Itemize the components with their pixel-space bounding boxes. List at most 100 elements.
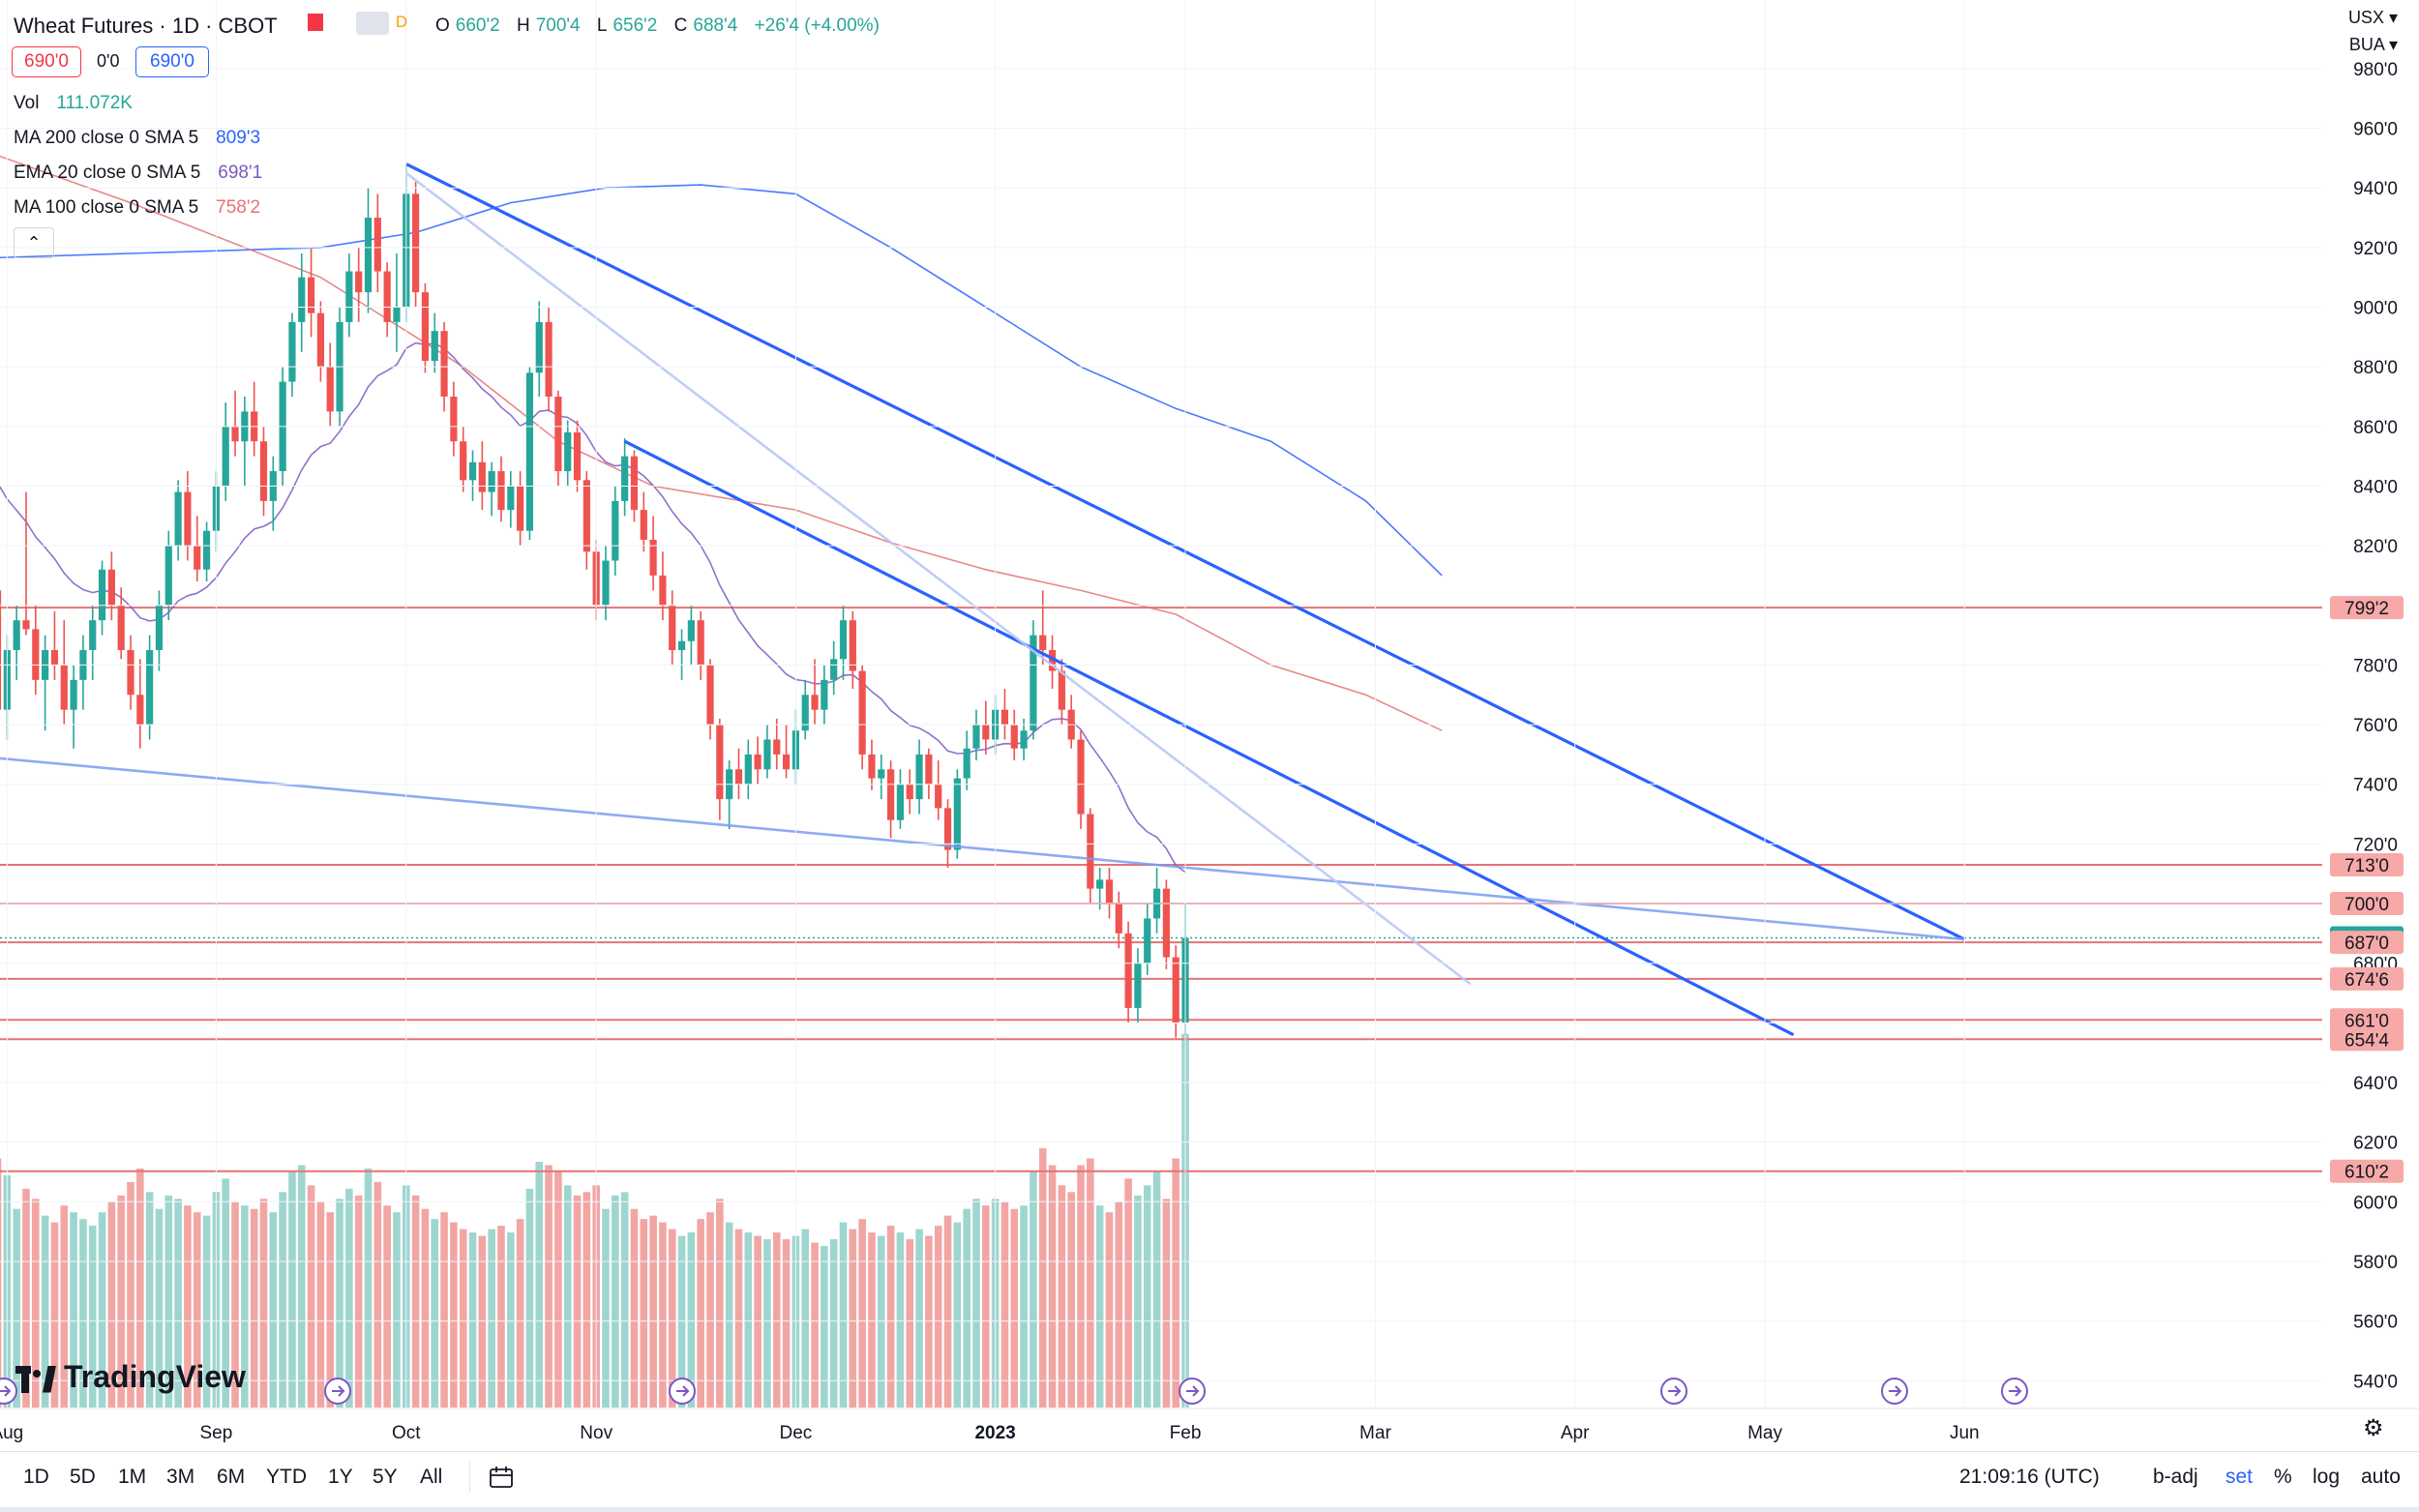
- unit-label[interactable]: BUA ▾: [2348, 35, 2398, 54]
- price-tag-bg: [2330, 931, 2404, 955]
- volume-bar: [744, 1232, 753, 1408]
- currency-label[interactable]: USX ▾: [2347, 8, 2398, 27]
- buy-button[interactable]: 690'0: [135, 46, 209, 77]
- price-tag-label: 799'2: [2344, 599, 2389, 619]
- ma-line-ma-200: [0, 184, 1443, 577]
- legend-ma100[interactable]: MA 100 close 0 SMA 5 758'2: [14, 197, 260, 219]
- volume-bar: [763, 1239, 771, 1408]
- bottom-strip: [0, 1507, 2419, 1512]
- event-icon: [1179, 1378, 1206, 1405]
- candle-body: [497, 471, 505, 511]
- volume-bar: [943, 1215, 952, 1408]
- event-icon-arrow: [676, 1385, 690, 1397]
- x-tick-label: Apr: [1561, 1423, 1590, 1443]
- candle-body: [117, 605, 125, 651]
- candle-body: [621, 456, 629, 501]
- candle-body: [202, 530, 211, 570]
- candle-body: [184, 491, 192, 547]
- candle-body: [649, 539, 657, 576]
- calendar-icon[interactable]: [489, 1466, 514, 1495]
- event-icon: [669, 1378, 696, 1405]
- candle-body: [507, 486, 515, 511]
- toggle-log[interactable]: log: [2313, 1466, 2341, 1488]
- range-1y[interactable]: 1Y: [328, 1466, 353, 1488]
- x-tick-label: Dec: [780, 1423, 813, 1443]
- range-5y[interactable]: 5Y: [373, 1466, 398, 1488]
- volume-bar: [364, 1168, 373, 1408]
- volume-bar: [1030, 1171, 1037, 1408]
- y-tick-label: 960'0: [2353, 120, 2398, 140]
- toggle-b-adj[interactable]: b-adj: [2153, 1466, 2198, 1488]
- volume-bar: [88, 1226, 97, 1408]
- volume-bar: [450, 1222, 458, 1408]
- toggle-icon[interactable]: [356, 12, 389, 35]
- price-tag-bg: [2330, 892, 2404, 916]
- legend-volume[interactable]: Vol 111.072K: [14, 93, 133, 114]
- candle-body: [582, 480, 590, 552]
- flag-icon[interactable]: [308, 14, 323, 31]
- candle-body: [1115, 904, 1122, 934]
- legend-ma200[interactable]: MA 200 close 0 SMA 5 809'3: [14, 128, 260, 149]
- volume-bar: [915, 1229, 923, 1408]
- candle-body: [535, 321, 543, 373]
- candle-body: [1162, 888, 1170, 958]
- range-5d[interactable]: 5D: [70, 1466, 96, 1488]
- clock-time[interactable]: 21:09:16 (UTC): [1959, 1466, 2100, 1488]
- candle-body: [811, 695, 819, 710]
- volume-bar: [906, 1239, 914, 1408]
- volume-bar: [22, 1188, 30, 1408]
- event-icon-arrow: [1889, 1385, 1902, 1397]
- range-3m[interactable]: 3M: [166, 1466, 195, 1488]
- volume-bar: [459, 1229, 467, 1408]
- symbol-title[interactable]: Wheat Futures · 1D · CBOT: [14, 14, 278, 38]
- candle-body: [393, 307, 401, 322]
- x-tick-label: Jun: [1950, 1423, 1980, 1443]
- candle-body: [612, 500, 619, 561]
- range-6m[interactable]: 6M: [217, 1466, 246, 1488]
- toggle-auto[interactable]: auto: [2361, 1466, 2401, 1488]
- candle-body: [887, 769, 895, 820]
- event-markers: [0, 1378, 2028, 1405]
- legend-value: 698'1: [218, 163, 263, 183]
- volume-bar: [70, 1212, 77, 1408]
- candle-body: [630, 456, 639, 511]
- toggle-percent[interactable]: %: [2274, 1466, 2292, 1488]
- event-icon: [1881, 1378, 1908, 1405]
- candle-body: [953, 778, 961, 850]
- event-icon-arrow: [1186, 1385, 1200, 1397]
- range-ytd[interactable]: YTD: [266, 1466, 307, 1488]
- candle-body: [364, 218, 373, 293]
- trendline: [0, 756, 1965, 941]
- volume-bar: [107, 1201, 116, 1408]
- x-tick-label: Nov: [580, 1423, 612, 1443]
- legend-ema20[interactable]: EMA 20 close 0 SMA 5 698'1: [14, 163, 262, 184]
- y-tick-label: 540'0: [2353, 1372, 2398, 1392]
- range-1d[interactable]: 1D: [23, 1466, 49, 1488]
- collapse-legend-button[interactable]: ⌃: [14, 227, 54, 258]
- volume-bar: [582, 1192, 591, 1408]
- volume-bar: [1105, 1212, 1114, 1408]
- candle-body: [744, 754, 752, 785]
- candle-body: [355, 271, 363, 293]
- range-1m[interactable]: 1M: [118, 1466, 147, 1488]
- volume-bar: [620, 1192, 629, 1408]
- x-tick-label: Mar: [1359, 1423, 1391, 1443]
- candle-body: [677, 640, 686, 651]
- volume-bar: [174, 1199, 182, 1408]
- volume-bar: [772, 1232, 781, 1408]
- volume-bar: [98, 1212, 106, 1408]
- price-axis: 980'0 960'0 940'0 920'0 900'0 880'0 860'0 840'0…: [0, 60, 2398, 1392]
- settings-gear-icon[interactable]: ⚙: [2363, 1415, 2384, 1441]
- range-all[interactable]: All: [420, 1466, 443, 1488]
- toggle-set[interactable]: set: [2225, 1466, 2254, 1488]
- event-icon-arrow: [332, 1385, 345, 1397]
- candle-body: [89, 620, 97, 651]
- volume-bar: [563, 1185, 572, 1408]
- candle-body: [450, 396, 458, 442]
- volume-bar: [801, 1229, 810, 1408]
- sell-button[interactable]: 690'0: [12, 46, 81, 77]
- candle-body: [373, 218, 381, 272]
- volume-bar: [288, 1171, 296, 1408]
- legend-name: Vol: [14, 93, 40, 113]
